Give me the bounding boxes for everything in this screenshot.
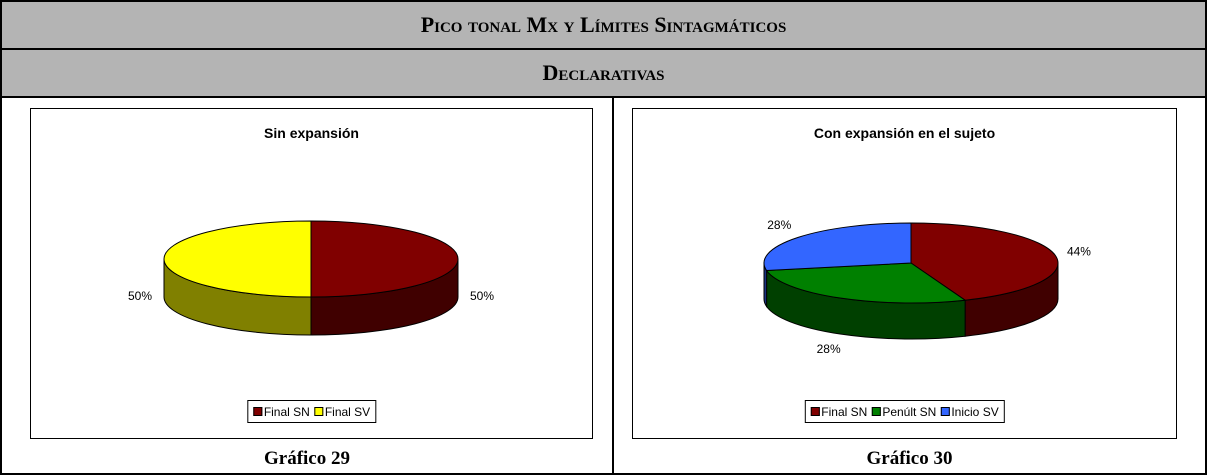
chart-title: Con expansión en el sujeto xyxy=(813,125,996,141)
data-label: 50% xyxy=(470,289,494,303)
data-label: 28% xyxy=(817,342,841,356)
data-label: 28% xyxy=(767,218,791,232)
legend-swatch xyxy=(810,407,820,416)
pie-plot: 50% 50% xyxy=(128,220,494,336)
legend-label: Final SV xyxy=(324,404,371,419)
caption: Gráfico 30 xyxy=(866,448,953,469)
legend-item: Final SV xyxy=(313,404,371,419)
legend-label: Inicio SV xyxy=(951,404,999,419)
legend-label: Penúlt SN xyxy=(882,404,937,419)
pie-slice xyxy=(910,222,1059,301)
title-bar: Pico tonal Mx y Límites Sintagmáticos xyxy=(2,2,1205,50)
legend-swatch xyxy=(313,407,323,416)
pie-slice xyxy=(310,220,459,298)
legend-item: Final SN xyxy=(810,405,867,419)
legend-item: Penúlt SN xyxy=(871,405,936,419)
subtitle-bar: Declarativas xyxy=(2,50,1205,98)
caption: Gráfico 29 xyxy=(263,448,350,469)
legend-label: Final SN xyxy=(821,404,868,419)
subtitle: Declarativas xyxy=(542,60,665,85)
title: Pico tonal Mx y Límites Sintagmáticos xyxy=(420,12,787,37)
legend-item: Inicio SV xyxy=(940,404,999,419)
data-label: 44% xyxy=(1067,244,1091,258)
legend-swatch xyxy=(252,407,262,416)
data-label: 50% xyxy=(128,289,152,303)
cell-divider xyxy=(612,98,614,473)
chart-title: Sin expansión xyxy=(264,125,359,141)
legend-item: Final SN xyxy=(252,404,310,419)
legend: Final SN Final SV xyxy=(246,400,377,423)
legend-swatch xyxy=(871,407,881,416)
legend-swatch xyxy=(940,407,950,416)
pie-slice xyxy=(163,220,312,298)
pie-plot: 44% 28% 28% xyxy=(763,218,1091,356)
legend-label: Final SN xyxy=(263,404,310,419)
chart: 50% 50% Sin expansión Final SN Final SV xyxy=(30,108,593,439)
pie-slice xyxy=(763,222,912,272)
pie-slice xyxy=(765,262,967,304)
legend: Final SN Penúlt SN Inicio SV xyxy=(804,400,1005,423)
chart: 44% 28% 28% Con expansión en el sujeto Final… xyxy=(632,108,1177,439)
